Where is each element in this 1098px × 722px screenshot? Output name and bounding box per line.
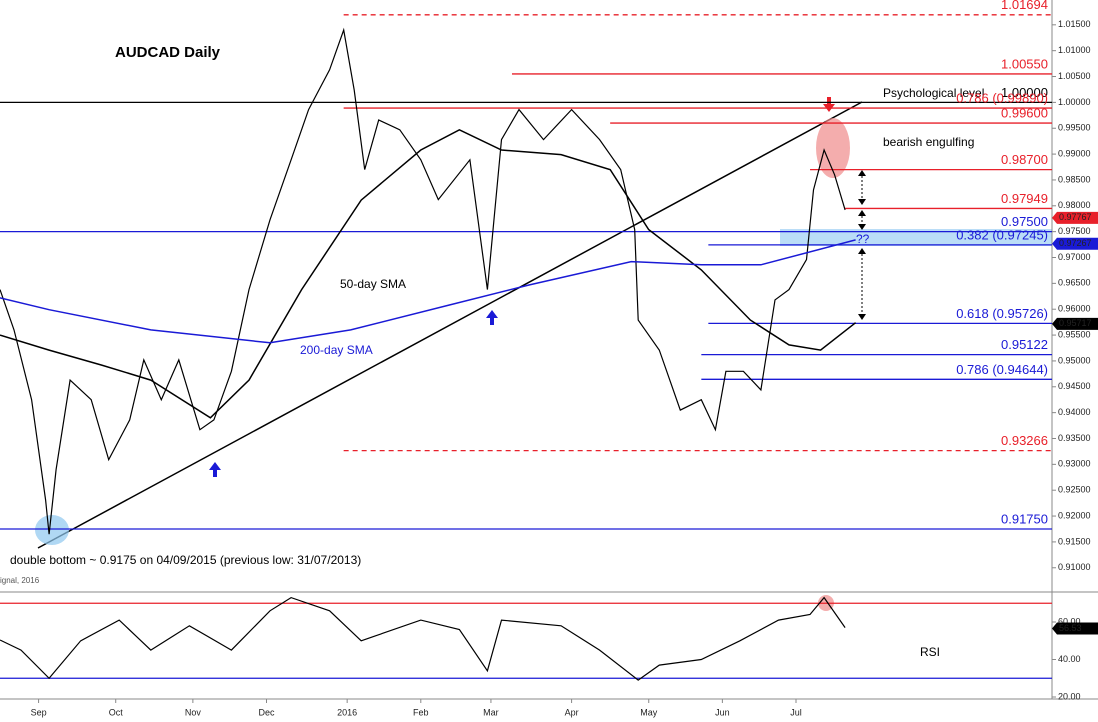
y-tick-label: 1.01500 [1058, 19, 1091, 29]
y-tick-label: 0.99500 [1058, 123, 1091, 133]
level-label: 0.99600 [1001, 106, 1048, 121]
y-tick-label: 1.00500 [1058, 71, 1091, 81]
x-tick-label: Jul [790, 707, 802, 717]
chart-title: AUDCAD Daily [115, 44, 221, 61]
level-note: Psychological level [883, 86, 984, 100]
y-tick-label: 60.00 [1058, 616, 1081, 626]
highlight-circle [35, 515, 69, 545]
y-tick-label: 0.99000 [1058, 148, 1091, 158]
down-arrow [823, 97, 835, 112]
y-tick-label: 0.96000 [1058, 304, 1091, 314]
y-tick-label: 0.94000 [1058, 407, 1091, 417]
y-tick-label: 0.92500 [1058, 485, 1091, 495]
level-label: 0.382 (0.97245) [956, 227, 1048, 242]
x-tick-label: Jun [715, 707, 730, 717]
series-line [0, 128, 857, 419]
level-label: 0.95122 [1001, 337, 1048, 352]
x-tick-label: Sep [31, 707, 47, 717]
series-line [0, 239, 856, 344]
y-tick-label: 0.97500 [1058, 226, 1091, 236]
series-line [0, 596, 846, 681]
question-note: ?? [856, 232, 870, 246]
source: ignal, 2016 [0, 576, 40, 585]
y-tick-label: 0.94500 [1058, 381, 1091, 391]
level-label: 0.786 (0.99890) [956, 91, 1048, 106]
sma-label: 50-day SMA [340, 277, 406, 291]
x-tick-label: Feb [413, 707, 429, 717]
level-label: 0.618 (0.95726) [956, 306, 1048, 321]
x-tick-label: Mar [483, 707, 499, 717]
price-tag-label: 56.53 [1059, 623, 1082, 633]
level-label: 0.91750 [1001, 511, 1048, 526]
level-label: 1.01694 [1001, 0, 1048, 12]
level-label: 1.00550 [1001, 56, 1048, 71]
y-tick-label: 0.93500 [1058, 433, 1091, 443]
y-tick-label: 0.91000 [1058, 562, 1091, 572]
up-arrow [486, 310, 498, 325]
trendline [37, 101, 863, 549]
x-tick-label: Dec [258, 707, 275, 717]
x-tick-label: Oct [109, 707, 124, 717]
y-tick-label: 0.97000 [1058, 252, 1091, 262]
series-line [0, 27, 846, 535]
pattern-note: bearish engulfing [883, 135, 974, 149]
double-bottom-note: double bottom ~ 0.9175 on 04/09/2015 (pr… [10, 553, 361, 567]
y-tick-label: 1.00000 [1058, 97, 1091, 107]
y-tick-label: 20.00 [1058, 691, 1081, 701]
y-tick-label: 0.92000 [1058, 510, 1091, 520]
x-tick-label: Apr [565, 707, 579, 717]
y-tick-label: 0.91500 [1058, 536, 1091, 546]
price-tag-label: 0.95717 [1059, 318, 1092, 328]
price-tag-label: 0.97767 [1059, 212, 1092, 222]
price-tag-label: 0.97267 [1059, 238, 1092, 248]
highlight-circle [816, 118, 850, 178]
up-arrow [209, 462, 221, 477]
price-tag [1052, 237, 1098, 250]
y-tick-label: 0.95500 [1058, 329, 1091, 339]
y-tick-label: 1.01000 [1058, 45, 1091, 55]
arrow-heads [858, 170, 866, 320]
price-tag [1052, 622, 1098, 635]
y-tick-label: 0.96500 [1058, 278, 1091, 288]
price-tag [1052, 211, 1098, 224]
y-tick-label: 40.00 [1058, 654, 1081, 664]
sma-label: 200-day SMA [300, 343, 373, 357]
level-label: 0.786 (0.94644) [956, 362, 1048, 377]
y-tick-label: 0.95000 [1058, 355, 1091, 365]
panel-title: RSI [920, 645, 940, 659]
y-tick-label: 0.98500 [1058, 174, 1091, 184]
x-tick-label: May [640, 707, 658, 717]
level-label: 0.93266 [1001, 433, 1048, 448]
x-tick-label: 2016 [337, 707, 357, 717]
y-tick-label: 0.93000 [1058, 459, 1091, 469]
level-label: 0.98700 [1001, 152, 1048, 167]
y-tick-label: 0.98000 [1058, 200, 1091, 210]
x-tick-label: Nov [185, 707, 202, 717]
price-tag [1052, 317, 1098, 330]
level-label: 1.00000 [1001, 85, 1048, 100]
level-label: 0.97500 [1001, 214, 1048, 229]
level-label: 0.97949 [1001, 191, 1048, 206]
